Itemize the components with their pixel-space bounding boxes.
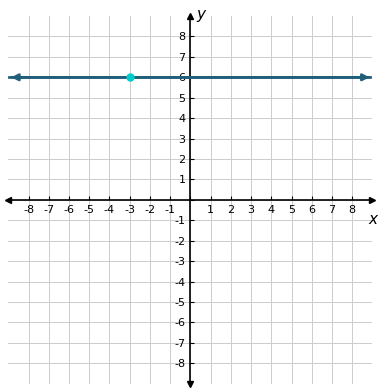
Text: y: y: [197, 7, 205, 22]
Text: x: x: [369, 212, 378, 227]
